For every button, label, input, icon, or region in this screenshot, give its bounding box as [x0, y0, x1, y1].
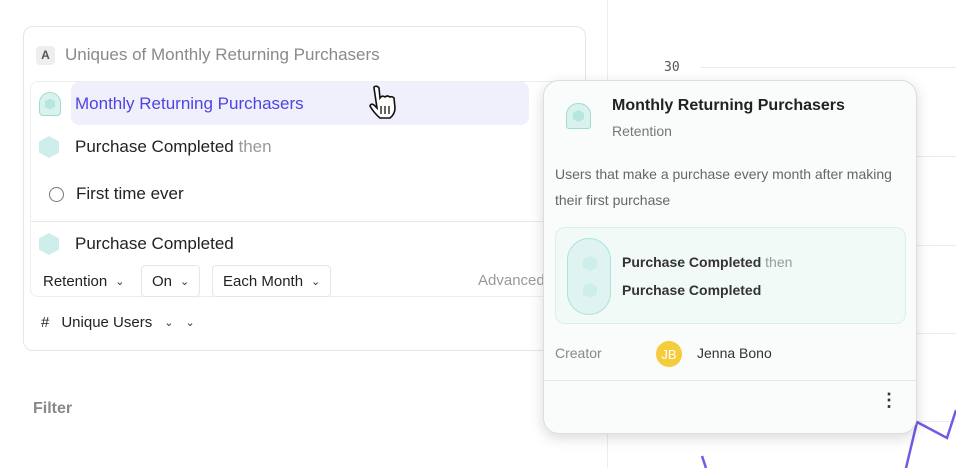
advanced-link[interactable]: Advanced [478, 272, 545, 289]
on-dropdown[interactable]: On ⌄ [141, 265, 201, 297]
steps-pill [567, 238, 611, 315]
first-time-option[interactable]: First time ever [76, 184, 184, 203]
filter-section-label: Filter [33, 400, 73, 417]
chevron-down-icon: ⌄ [180, 275, 190, 288]
creator-name: Jenna Bono [697, 345, 772, 361]
cohort-row-highlight[interactable] [71, 82, 529, 125]
measure-dropdown[interactable]: # Unique Users ⌄ ⌄ [41, 314, 195, 331]
query-letter-badge: A [36, 45, 55, 65]
cohort-name-link[interactable]: Monthly Returning Purchasers [75, 94, 304, 113]
popover-steps: Purchase Completed then Purchase Complet… [555, 227, 906, 324]
query-card: A Uniques of Monthly Returning Purchaser… [23, 26, 590, 351]
gridline [700, 67, 956, 68]
divider [544, 380, 916, 381]
divider [31, 221, 589, 222]
avatar: JB [656, 341, 682, 367]
cohort-popover: Monthly Returning Purchasers Retention U… [543, 80, 917, 434]
popover-title: Monthly Returning Purchasers [612, 97, 845, 114]
cohort-icon [566, 103, 591, 129]
chevron-down-icon: ⌄ [115, 275, 125, 288]
hash-icon: # [41, 314, 50, 331]
event-icon [39, 136, 59, 158]
chevron-down-icon: ⌄ [164, 317, 174, 329]
step-1: Purchase Completed then [622, 254, 792, 270]
chevron-down-icon[interactable]: ⌄ [185, 317, 195, 329]
on-label: On [152, 272, 173, 290]
then-label: then [238, 137, 272, 156]
creator-label: Creator [555, 345, 602, 361]
first-event: Purchase Completed then [75, 137, 272, 157]
step-1-label: Purchase Completed [622, 254, 762, 270]
first-event-label[interactable]: Purchase Completed [75, 137, 234, 156]
query-title[interactable]: Uniques of Monthly Returning Purchasers [65, 45, 380, 64]
popover-description: Users that make a purchase every month a… [555, 166, 892, 208]
popover-type: Retention [612, 123, 672, 139]
measure-label: Unique Users [61, 314, 153, 331]
step-2-label: Purchase Completed [622, 282, 762, 298]
event-icon [583, 256, 597, 271]
retention-label: Retention [43, 272, 108, 290]
each-month-label: Each Month [223, 272, 304, 290]
event-icon [39, 233, 59, 255]
y-tick-label: 30 [664, 60, 680, 75]
cohort-icon [39, 92, 61, 116]
cohort-definition: Monthly Returning Purchasers Purchase Co… [30, 81, 590, 297]
each-month-dropdown[interactable]: Each Month ⌄ [212, 265, 332, 297]
second-event-label[interactable]: Purchase Completed [75, 234, 234, 253]
then-label: then [765, 254, 793, 270]
chevron-down-icon: ⌄ [311, 275, 321, 288]
hand-cursor-icon [369, 85, 396, 119]
more-options-icon[interactable]: ⋮ [880, 390, 898, 410]
event-icon [583, 283, 597, 298]
retention-dropdown[interactable]: Retention ⌄ [33, 265, 134, 297]
clock-icon [49, 186, 64, 202]
